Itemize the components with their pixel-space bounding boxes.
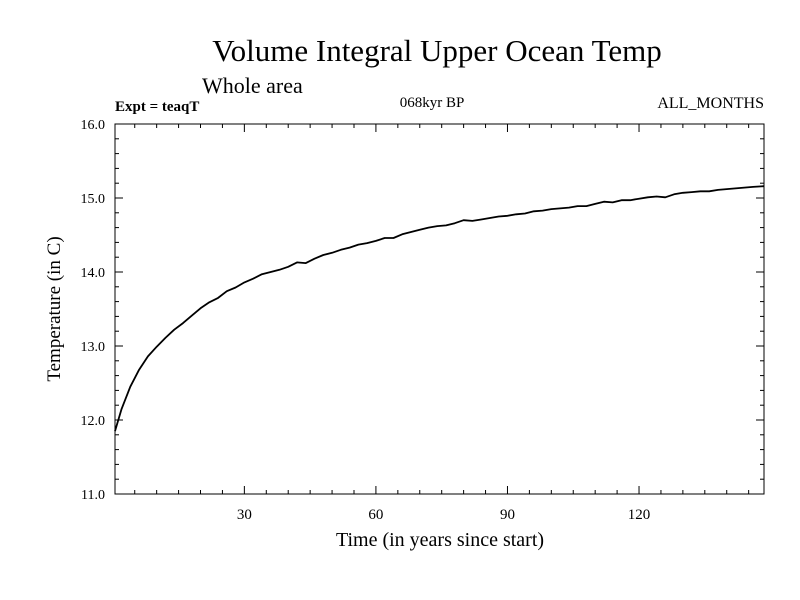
chart-subtitle: Whole area	[202, 73, 303, 98]
temperature-line	[114, 185, 765, 432]
period-label: 068kyr BP	[400, 95, 465, 111]
chart-title: Volume Integral Upper Ocean Temp	[212, 33, 662, 68]
y-tick-label: 15.0	[81, 192, 106, 207]
y-tick-label: 11.0	[81, 488, 105, 503]
y-tick-label: 14.0	[81, 266, 106, 281]
minor-ticks	[115, 124, 764, 494]
y-tick-label: 13.0	[81, 340, 106, 355]
y-axis-label: Temperature (in C)	[44, 236, 65, 381]
experiment-label: Expt = teaqT	[115, 99, 199, 115]
x-axis-ticks: 30 60 90 120	[237, 124, 650, 523]
x-tick-label: 120	[628, 507, 651, 523]
months-label: ALL_MONTHS	[657, 95, 764, 112]
plot-frame	[114, 123, 765, 495]
x-tick-label: 90	[500, 507, 515, 523]
x-axis-label: Time (in years since start)	[336, 529, 544, 551]
x-tick-label: 30	[237, 507, 252, 523]
x-tick-label: 60	[368, 507, 383, 523]
y-axis-ticks: 11.0 12.0 13.0 14.0 15.0 16.0	[81, 118, 764, 503]
y-tick-label: 16.0	[81, 118, 106, 133]
y-tick-label: 12.0	[81, 414, 106, 429]
